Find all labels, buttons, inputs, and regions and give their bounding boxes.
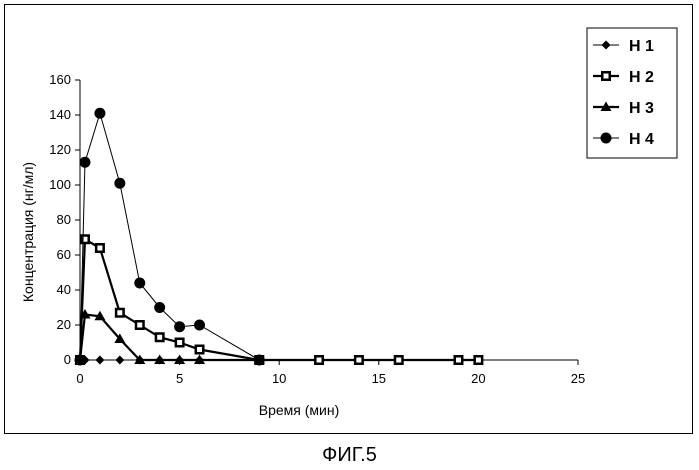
y-tick-label: 60 [57, 247, 71, 262]
data-point [254, 355, 265, 366]
y-tick-label: 0 [64, 352, 71, 367]
legend-label: H 1 [629, 38, 654, 55]
data-point [94, 108, 105, 119]
data-point [134, 278, 145, 289]
series-line [80, 315, 259, 361]
y-axis-title: Концентрация (нг/мл) [20, 162, 36, 302]
x-tick-label: 20 [471, 371, 485, 386]
y-tick-label: 20 [57, 317, 71, 332]
data-point-inner [177, 340, 182, 345]
y-tick-label: 100 [49, 177, 71, 192]
data-point-inner [456, 358, 461, 363]
y-tick-label: 160 [49, 72, 71, 87]
series-2 [75, 234, 483, 365]
data-point [75, 355, 86, 366]
x-tick-label: 0 [76, 371, 83, 386]
data-point [154, 302, 165, 313]
series-line [80, 239, 478, 360]
data-point [79, 157, 90, 168]
data-point-inner [396, 358, 401, 363]
x-tick-label: 10 [272, 371, 286, 386]
data-point [114, 178, 125, 189]
data-point [194, 320, 205, 331]
legend-marker-inner [604, 74, 609, 79]
x-tick-label: 15 [372, 371, 386, 386]
data-point [115, 356, 124, 365]
axes: 0 20 40 60 80 100 120 140 160 0 5 10 15 20 25 [49, 72, 585, 386]
legend-label: H 3 [629, 100, 654, 117]
x-axis-title: Время (мин) [259, 402, 340, 418]
data-point-inner [317, 358, 322, 363]
y-tick-label: 40 [57, 282, 71, 297]
legend-label: H 2 [629, 69, 654, 86]
data-point-inner [356, 358, 361, 363]
data-point-inner [157, 335, 162, 340]
y-tick-label: 80 [57, 212, 71, 227]
x-tick-label: 5 [176, 371, 183, 386]
legend: H 1 H 2 H 3 H 4 [587, 28, 677, 158]
data-point-inner [117, 310, 122, 315]
x-tick-label: 25 [571, 371, 585, 386]
y-tick-label: 120 [49, 142, 71, 157]
line-chart: 0204060801001201401600510152025 H 1H 2H … [0, 0, 699, 440]
legend-label: H 4 [629, 131, 654, 148]
data-point [174, 321, 185, 332]
data-point-inner [137, 323, 142, 328]
series-4 [75, 108, 265, 366]
data-point-inner [97, 246, 102, 251]
y-tick-label: 140 [49, 107, 71, 122]
legend-marker [601, 133, 612, 144]
data-point-inner [476, 358, 481, 363]
data-point-inner [197, 347, 202, 352]
figure-caption: ФИГ.5 [0, 444, 699, 467]
data-series [75, 108, 484, 366]
data-point [95, 356, 104, 365]
